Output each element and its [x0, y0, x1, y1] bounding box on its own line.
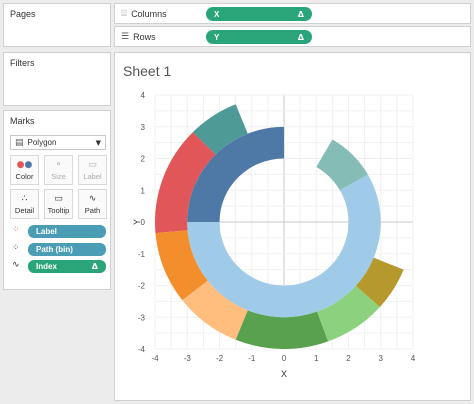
ring-1-segment-0 — [187, 126, 284, 222]
tooltip-card-label: Tooltip — [47, 206, 70, 215]
columns-shelf[interactable]: ⦙⦙⦙ Columns X Δ — [114, 3, 471, 24]
label-card-label: Label — [83, 172, 102, 181]
x-tick-label: -4 — [151, 354, 159, 363]
x-field-pill[interactable]: X Δ — [206, 7, 312, 21]
path-card-button[interactable]: ∿ Path — [78, 189, 107, 219]
y-tick-label: 2 — [141, 155, 146, 164]
path-dots-icon: ⁘ — [12, 243, 20, 253]
detail-icon: ∴ — [21, 194, 28, 204]
x-tick-label: -2 — [216, 354, 224, 363]
x-tick-label: -1 — [248, 354, 256, 363]
y-axis-title: Y — [132, 219, 142, 225]
rows-shelf-header: ☰ Rows — [121, 32, 156, 42]
y-tick-label: 4 — [141, 91, 146, 100]
ring-0-segment-1 — [155, 132, 216, 234]
x-tick-label: 0 — [282, 354, 287, 363]
table-calc-delta-icon: Δ — [91, 262, 98, 271]
path-icon: ∿ — [88, 194, 97, 204]
marks-title: Marks — [10, 116, 35, 126]
y-tick-label: -4 — [138, 345, 146, 354]
y-tick-label: 1 — [141, 186, 146, 195]
mark-type-label: Polygon — [27, 138, 57, 147]
columns-icon: ⦙⦙⦙ — [121, 9, 128, 19]
index-field-text: Index — [36, 262, 57, 271]
color-palette-icon: ●● — [16, 160, 33, 170]
pages-panel[interactable]: Pages — [3, 3, 111, 47]
filters-panel[interactable]: Filters — [3, 52, 111, 106]
table-calc-delta-icon: Δ — [297, 32, 304, 42]
ring-0-segment-3 — [182, 280, 248, 340]
x-axis-title: X — [281, 369, 287, 379]
ring-0-segment-5 — [317, 285, 380, 342]
y-tick-label: 0 — [141, 218, 146, 227]
ring-1-segment-1 — [187, 174, 381, 318]
path-line-icon: ∿ — [12, 260, 20, 270]
x-tick-label: 2 — [346, 354, 351, 363]
chevron-down-icon: ▼ — [95, 138, 101, 147]
rows-icon: ☰ — [121, 32, 130, 42]
label-field-text: Label — [36, 227, 57, 236]
index-field-pill[interactable]: Index Δ — [28, 260, 106, 273]
ring-0-segment-4 — [235, 310, 329, 349]
path-bin-field-text: Path (bin) — [36, 245, 73, 254]
y-field-text: Y — [214, 32, 220, 42]
size-card-button[interactable]: ⚬ Size — [44, 155, 73, 185]
size-card-label: Size — [51, 172, 66, 181]
label-icon: ▭ — [88, 160, 97, 170]
y-tick-label: -2 — [138, 282, 146, 291]
ring-0-segment-6 — [355, 257, 404, 307]
polygon-icon: ▤ — [15, 137, 24, 148]
y-tick-label: -1 — [138, 250, 146, 259]
filters-title: Filters — [10, 58, 35, 68]
worksheet-view: Sheet 1 -4 -3 -2 -1 0 1 2 3 4 4 3 2 1 0 -1 -2 -3 -4 X Y — [114, 52, 471, 401]
x-tick-label: 3 — [379, 354, 384, 363]
path-card-label: Path — [84, 206, 101, 215]
table-calc-delta-icon: Δ — [297, 9, 304, 19]
x-tick-label: -3 — [184, 354, 192, 363]
color-card-label: Color — [15, 172, 34, 181]
x-tick-label: 1 — [314, 354, 319, 363]
x-field-text: X — [214, 9, 220, 19]
marks-panel: Marks ▤ Polygon ▼ ●● Color ⚬ Size ▭ Labe… — [3, 110, 111, 290]
radial-chart: -4 -3 -2 -1 0 1 2 3 4 4 3 2 1 0 -1 -2 -3 -4 X Y — [132, 91, 416, 379]
tooltip-card-button[interactable]: ▭ Tooltip — [44, 189, 73, 219]
ring-1-segment-2 — [316, 139, 368, 191]
detail-card-button[interactable]: ∴ Detail — [10, 189, 39, 219]
ring-0-segment-0 — [192, 104, 248, 155]
rows-label: Rows — [133, 32, 156, 42]
y-tick-label: 3 — [141, 123, 146, 132]
tooltip-icon: ▭ — [54, 194, 63, 204]
sheet-title: Sheet 1 — [123, 63, 172, 79]
y-tick-label: -3 — [138, 313, 146, 322]
ring-0-segment-2 — [155, 230, 208, 301]
rows-shelf[interactable]: ☰ Rows Y Δ — [114, 26, 471, 47]
columns-label: Columns — [131, 9, 167, 19]
x-tick-label: 4 — [411, 354, 416, 363]
mark-type-dropdown[interactable]: ▤ Polygon ▼ — [10, 135, 106, 150]
pages-title: Pages — [10, 9, 36, 19]
label-card-button[interactable]: ▭ Label — [78, 155, 107, 185]
color-card-button[interactable]: ●● Color — [10, 155, 39, 185]
label-field-pill[interactable]: Label — [28, 225, 106, 238]
color-dots-icon: ⁘ — [12, 225, 20, 235]
columns-shelf-header: ⦙⦙⦙ Columns — [121, 9, 167, 19]
y-field-pill[interactable]: Y Δ — [206, 30, 312, 44]
detail-card-label: Detail — [14, 206, 35, 215]
path-bin-field-pill[interactable]: Path (bin) — [28, 243, 106, 256]
size-icon: ⚬ — [54, 160, 63, 170]
